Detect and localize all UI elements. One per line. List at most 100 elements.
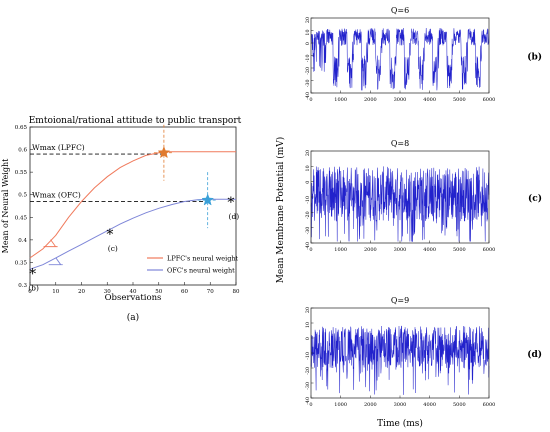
membrane-trace bbox=[310, 325, 490, 395]
y-tick-label: -20 bbox=[305, 211, 311, 219]
y-axis-label-a: Mean of Neural Weight bbox=[1, 158, 10, 253]
reference-lines-a: Wmax (LPFC) Wmax (OFC) bbox=[30, 143, 208, 202]
y-tick-label: 0.3 bbox=[18, 283, 27, 289]
panel-title: Q=6 bbox=[391, 6, 409, 15]
y-tick-label: 0.4 bbox=[18, 238, 27, 244]
asterisk-marker: * bbox=[106, 227, 113, 243]
y-tick-label: -10 bbox=[305, 196, 311, 204]
y-tick-label: 0.55 bbox=[15, 170, 28, 176]
y-tick-label: 20 bbox=[305, 150, 311, 156]
y-axis-label-right: Mean Membrane Potential (mV) bbox=[275, 137, 286, 284]
panel-title: Q=9 bbox=[391, 296, 409, 305]
y-tick-label: 10 bbox=[305, 322, 311, 328]
asterisk-marker: * bbox=[29, 267, 36, 283]
y-tick-label: 20 bbox=[305, 307, 311, 313]
caption-a: (a) bbox=[127, 312, 139, 323]
panel-a: Emtoional/rational attitude to public tr… bbox=[1, 116, 242, 323]
x-tick-label: 1000 bbox=[334, 97, 347, 103]
y-tick-label: -20 bbox=[305, 67, 311, 75]
y-tick-label: 0.5 bbox=[18, 193, 27, 199]
y-tick-label: -40 bbox=[305, 242, 311, 250]
x-tick-label: 5000 bbox=[453, 402, 466, 408]
x-tick-label: 0 bbox=[309, 97, 312, 103]
panel-label: (b) bbox=[527, 52, 542, 63]
y-tick-label: 0.6 bbox=[18, 148, 27, 154]
x-ticks-a: 0 10 20 30 40 50 60 70 80 bbox=[28, 282, 240, 295]
x-tick-label: 5000 bbox=[453, 247, 466, 253]
y-tick-label: -30 bbox=[305, 382, 311, 390]
y-tick-label: 0.45 bbox=[15, 215, 28, 221]
y-tick-label: -30 bbox=[305, 227, 311, 235]
y-tick-label: 0.65 bbox=[15, 125, 28, 131]
y-tick-label: 10 bbox=[305, 30, 311, 36]
x-tick-label: 80 bbox=[233, 289, 240, 295]
x-tick-label: 2000 bbox=[364, 247, 377, 253]
slope-marker bbox=[43, 239, 58, 248]
panel-title: Q=8 bbox=[391, 139, 409, 148]
star-marker-ofc bbox=[201, 193, 215, 206]
x-tick-label: 1000 bbox=[334, 402, 347, 408]
x-tick-label: 3000 bbox=[394, 247, 407, 253]
x-tick-label: 3000 bbox=[394, 402, 407, 408]
wmax-label: Wmax (LPFC) bbox=[32, 143, 85, 152]
x-tick-label: 0 bbox=[309, 247, 312, 253]
x-tick-label: 10 bbox=[52, 289, 59, 295]
marker-label: (d) bbox=[229, 212, 240, 221]
star-marker-lpfc bbox=[157, 146, 171, 159]
x-tick-label: 50 bbox=[155, 289, 162, 295]
x-axis-label-right: Time (ms) bbox=[377, 418, 423, 429]
x-tick-label: 0 bbox=[309, 402, 312, 408]
y-tick-label: 0 bbox=[305, 42, 311, 45]
series-line-ofc bbox=[29, 198, 236, 270]
x-tick-label: 70 bbox=[207, 289, 214, 295]
panel-label: (d) bbox=[527, 349, 542, 360]
x-tick-label: 6000 bbox=[483, 97, 496, 103]
y-tick-label: -20 bbox=[305, 367, 311, 375]
marker-label: (c) bbox=[108, 244, 118, 253]
x-tick-label: 4000 bbox=[423, 247, 436, 253]
slope-marker bbox=[48, 257, 63, 266]
legend-entry: OFC's neural weight bbox=[167, 267, 235, 275]
asterisk-marker: * bbox=[227, 195, 234, 211]
y-tick-label: -40 bbox=[305, 397, 311, 405]
x-tick-label: 4000 bbox=[423, 402, 436, 408]
marker-label: (b) bbox=[28, 284, 39, 293]
series-group-a bbox=[29, 151, 236, 270]
x-tick-label: 6000 bbox=[483, 402, 496, 408]
x-tick-label: 5000 bbox=[453, 97, 466, 103]
x-tick-label: 2000 bbox=[364, 97, 377, 103]
x-tick-label: 3000 bbox=[394, 97, 407, 103]
x-axis-label-a: Observations bbox=[105, 293, 162, 303]
x-tick-label: 40 bbox=[130, 289, 137, 295]
panel-label: (c) bbox=[528, 193, 542, 204]
legend-entry: LPFC's neural weight bbox=[167, 255, 239, 263]
stars-a bbox=[153, 124, 218, 229]
y-tick-label: 10 bbox=[305, 165, 311, 171]
markers-a: *(b)*(c)*(d) bbox=[28, 195, 239, 292]
x-tick-label: 0 bbox=[28, 289, 32, 295]
y-tick-label: -30 bbox=[305, 80, 311, 88]
y-tick-label: -10 bbox=[305, 55, 311, 63]
membrane-trace bbox=[310, 166, 490, 242]
x-tick-label: 4000 bbox=[423, 97, 436, 103]
y-tick-label: 0.35 bbox=[15, 260, 28, 266]
wmax-label: Wmax (OFC) bbox=[32, 190, 81, 199]
panel-d: Q=9 0 1000 2000 3000 4000 5000 6000 20 10 0 -10 -20 -… bbox=[305, 296, 542, 408]
y-tick-label: 0 bbox=[305, 337, 311, 340]
y-tick-label: -10 bbox=[305, 352, 311, 360]
membrane-trace bbox=[310, 27, 490, 91]
x-tick-label: 6000 bbox=[483, 247, 496, 253]
chart-title-a: Emtoional/rational attitude to public tr… bbox=[29, 116, 242, 126]
y-tick-label: -40 bbox=[305, 92, 311, 100]
series-line-lpfc bbox=[29, 151, 236, 259]
x-tick-label: 60 bbox=[181, 289, 188, 295]
x-tick-label: 2000 bbox=[364, 402, 377, 408]
y-ticks-a: 0.3 0.35 0.4 0.45 0.5 0.55 0.6 0.65 bbox=[15, 125, 33, 289]
y-tick-label: 20 bbox=[305, 17, 311, 23]
x-tick-label: 20 bbox=[78, 289, 85, 295]
panel-b: Q=6 0 1000 2000 3000 4000 5000 6000 20 10 0 -10 -20 -… bbox=[305, 6, 542, 103]
x-tick-label: 1000 bbox=[334, 247, 347, 253]
x-tick-label: 30 bbox=[104, 289, 111, 295]
y-tick-label: 0 bbox=[305, 181, 311, 184]
